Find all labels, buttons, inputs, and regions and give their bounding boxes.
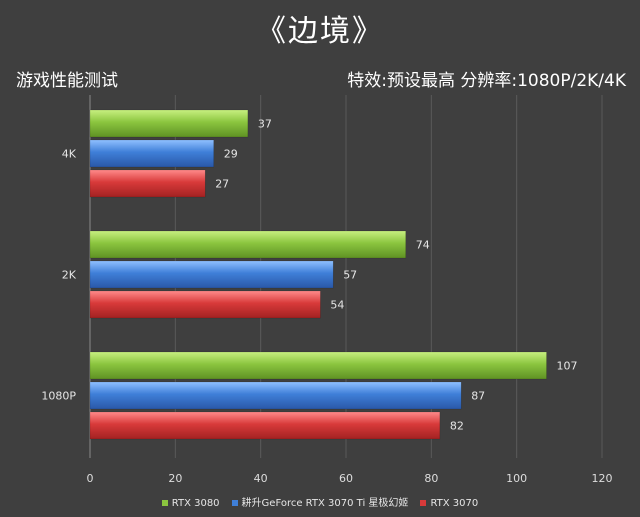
x-tick-label: 40 — [254, 472, 268, 485]
legend-item: RTX 3070 — [420, 498, 478, 509]
bar — [89, 381, 462, 410]
legend-swatch — [161, 500, 168, 506]
data-label: 37 — [258, 118, 272, 131]
category-label: 2K — [62, 269, 77, 282]
x-tick-label: 120 — [592, 472, 613, 485]
data-label: 29 — [224, 148, 238, 161]
legend-swatch — [231, 500, 238, 506]
bar — [89, 290, 321, 319]
data-label: 107 — [557, 360, 578, 373]
chart-legend: RTX 3080 耕升GeForce RTX 3070 Ti 星极幻姬 RTX 30… — [0, 494, 640, 509]
bar — [89, 109, 249, 138]
data-label: 27 — [215, 178, 229, 191]
legend-label: RTX 3070 — [430, 498, 479, 509]
legend-item: 耕升GeForce RTX 3070 Ti 星极幻姬 — [231, 494, 409, 509]
bar — [89, 139, 214, 168]
x-tick-label: 20 — [168, 472, 182, 485]
category-label: 1080P — [41, 390, 76, 403]
bar — [89, 230, 406, 259]
legend-label: 耕升GeForce RTX 3070 Ti 星极幻姬 — [241, 498, 409, 509]
legend-label: RTX 3080 — [171, 498, 220, 509]
x-tick-label: 60 — [339, 472, 353, 485]
x-tick-label: 80 — [424, 472, 438, 485]
bar — [89, 351, 547, 380]
data-label: 57 — [343, 269, 357, 282]
data-label: 54 — [330, 299, 344, 312]
bar — [89, 169, 206, 198]
data-label: 87 — [471, 390, 485, 403]
chart-title: 《边境》 — [256, 14, 384, 49]
category-label: 4K — [62, 148, 77, 161]
data-label: 74 — [416, 239, 430, 252]
bar — [89, 411, 441, 440]
legend-item: RTX 3080 — [161, 498, 220, 509]
x-tick-label: 0 — [87, 472, 94, 485]
legend-swatch — [420, 500, 427, 506]
data-label: 82 — [450, 420, 464, 433]
x-tick-label: 100 — [506, 472, 527, 485]
bar — [89, 260, 334, 289]
chart-subtitle-left: 游戏性能测试 — [16, 71, 118, 91]
chart-subtitle-right: 特效:预设最高 分辨率:1080P/2K/4K — [347, 71, 626, 91]
